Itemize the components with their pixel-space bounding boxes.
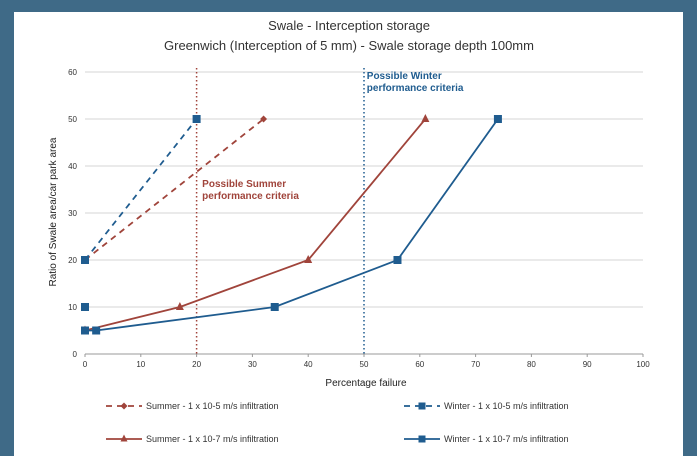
data-point-square xyxy=(270,303,279,311)
legend-item: Summer - 1 x 10-5 m/s infiltration xyxy=(106,401,279,411)
legend-item: Winter - 1 x 10-7 m/s infiltration xyxy=(404,434,569,444)
data-point-square xyxy=(92,326,101,335)
data-point-triangle xyxy=(120,434,128,442)
y-tick-label: 20 xyxy=(68,256,77,265)
chart-title: Swale - Interception storage xyxy=(268,18,430,33)
data-point-square xyxy=(493,115,502,123)
y-tick-label: 10 xyxy=(68,303,77,312)
annotation-text: Possible Winter xyxy=(367,71,442,82)
data-point-triangle xyxy=(421,114,430,122)
x-tick-label: 70 xyxy=(471,360,480,369)
data-point-diamond xyxy=(120,402,128,410)
x-tick-label: 90 xyxy=(583,360,592,369)
x-tick-label: 60 xyxy=(415,360,424,369)
data-point-square xyxy=(418,435,426,443)
legend-label: Winter - 1 x 10-5 m/s infiltration xyxy=(444,401,569,411)
y-tick-label: 60 xyxy=(68,68,77,77)
legend: Summer - 1 x 10-5 m/s infiltration Winter… xyxy=(106,401,569,444)
x-tick-label: 0 xyxy=(83,360,88,369)
legend-label: Summer - 1 x 10-7 m/s infiltration xyxy=(146,434,279,444)
legend-item: Summer - 1 x 10-7 m/s infiltration xyxy=(106,434,279,444)
data-point-triangle xyxy=(304,255,313,263)
series-line xyxy=(84,118,198,261)
chart-panel: Swale - Interception storage Greenwich (… xyxy=(14,12,683,456)
x-tick-label: 40 xyxy=(304,360,313,369)
annotation-text: performance criteria xyxy=(202,191,299,202)
plot-area: 0 10 20 30 40 50 60 0 10 20 30 40 50 60 70 80 90 100 Possi… xyxy=(68,68,650,369)
data-point-square xyxy=(393,256,402,264)
y-tick-label: 30 xyxy=(68,209,77,218)
annotation-text: performance criteria xyxy=(367,83,464,94)
x-tick-label: 20 xyxy=(192,360,201,369)
data-point-triangle xyxy=(175,302,184,310)
y-axis-label: Ratio of Swale area/car park area xyxy=(48,137,59,286)
series-line xyxy=(85,118,499,332)
x-tick-label: 100 xyxy=(636,360,650,369)
annotation-text: Possible Summer xyxy=(202,179,286,190)
data-point-square xyxy=(418,402,426,410)
data-point-square xyxy=(81,303,89,311)
data-point-square xyxy=(81,326,89,335)
x-tick-label: 80 xyxy=(527,360,536,369)
x-tick-label: 50 xyxy=(360,360,369,369)
y-tick-label: 50 xyxy=(68,115,77,124)
data-point-square xyxy=(192,115,201,123)
y-tick-label: 0 xyxy=(73,350,78,359)
chart-subtitle: Greenwich (Interception of 5 mm) - Swale… xyxy=(164,38,534,53)
y-tick-label: 40 xyxy=(68,162,77,171)
x-tick-label: 10 xyxy=(136,360,145,369)
x-tick-label: 30 xyxy=(248,360,257,369)
x-axis-label: Percentage failure xyxy=(325,378,407,389)
series-line xyxy=(84,118,265,261)
data-point-square xyxy=(81,256,89,264)
legend-label: Winter - 1 x 10-7 m/s infiltration xyxy=(444,434,569,444)
legend-item: Winter - 1 x 10-5 m/s infiltration xyxy=(404,401,569,411)
line-chart: Swale - Interception storage Greenwich (… xyxy=(48,18,650,444)
data-point-diamond xyxy=(260,115,268,123)
series-line xyxy=(84,118,427,332)
legend-label: Summer - 1 x 10-5 m/s infiltration xyxy=(146,401,279,411)
